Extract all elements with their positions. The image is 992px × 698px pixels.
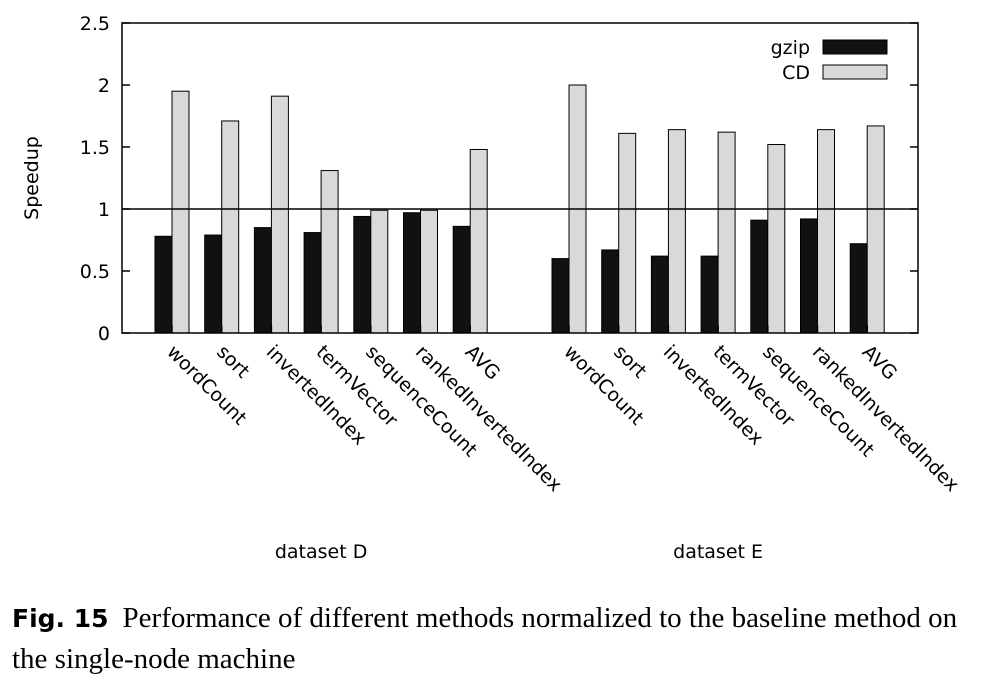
bar-cd-termVector bbox=[320, 170, 339, 334]
x-tick-label: AVG bbox=[858, 341, 901, 384]
y-tick-label: 0.5 bbox=[80, 261, 110, 283]
bar-gzip-sort bbox=[204, 234, 223, 334]
y-tick-label: 1.5 bbox=[80, 137, 110, 159]
bar-cd-sort bbox=[221, 120, 240, 334]
bar-cd-invertedIndex bbox=[667, 129, 686, 334]
figure-label: Fig. 15 bbox=[12, 604, 109, 633]
bar-gzip-rankedInvertedIndex bbox=[800, 218, 818, 334]
plot-frame bbox=[121, 22, 919, 334]
group-label: dataset D bbox=[275, 541, 368, 563]
bar-cd-invertedIndex bbox=[270, 95, 289, 334]
y-axis: 0 0.5 1 1.5 2 2.5 bbox=[80, 13, 918, 345]
y-tick-label: 0 bbox=[98, 323, 110, 345]
bar-cd-AVG bbox=[866, 125, 885, 334]
y-axis-title: Speedup bbox=[21, 136, 43, 220]
bar-gzip-invertedIndex bbox=[253, 227, 272, 334]
legend-label: CD bbox=[782, 62, 810, 84]
x-tick-label: sort bbox=[212, 341, 254, 383]
bar-gzip-sequenceCount bbox=[750, 219, 769, 334]
legend-swatch bbox=[822, 39, 888, 55]
bar-cd-sort bbox=[618, 132, 637, 334]
bar-cd-AVG bbox=[469, 148, 488, 334]
bar-cd-rankedInvertedIndex bbox=[817, 129, 835, 334]
bar-gzip-invertedIndex bbox=[650, 255, 669, 334]
y-tick-label: 1 bbox=[98, 199, 110, 221]
bar-gzip-termVector bbox=[303, 232, 322, 334]
bar-gzip-sequenceCount bbox=[353, 215, 372, 334]
bar-cd-wordCount bbox=[171, 90, 190, 334]
legend-label: gzip bbox=[771, 37, 810, 59]
bar-cd-termVector bbox=[717, 131, 736, 334]
bar-gzip-termVector bbox=[700, 255, 719, 334]
bars bbox=[154, 84, 885, 334]
figure-caption: Fig. 15 Performance of different methods … bbox=[12, 598, 982, 679]
bar-gzip-wordCount bbox=[154, 235, 173, 334]
group-label: dataset E bbox=[673, 541, 763, 563]
caption-text: Performance of different methods normali… bbox=[12, 602, 958, 675]
x-tick-label: sort bbox=[609, 341, 651, 383]
bar-gzip-AVG bbox=[452, 225, 471, 334]
legend-swatch bbox=[822, 64, 888, 80]
x-tick-label: AVG bbox=[461, 341, 504, 384]
bar-cd-sequenceCount bbox=[370, 209, 389, 334]
legend: gzip CD bbox=[771, 37, 888, 84]
bar-gzip-AVG bbox=[849, 243, 868, 334]
group-labels: dataset D dataset E bbox=[275, 541, 763, 563]
bar-cd-rankedInvertedIndex bbox=[420, 209, 438, 334]
bar-gzip-sort bbox=[601, 249, 620, 334]
bar-gzip-rankedInvertedIndex bbox=[403, 212, 421, 334]
bar-gzip-wordCount bbox=[551, 258, 570, 334]
y-tick-label: 2 bbox=[98, 75, 110, 97]
bar-cd-sequenceCount bbox=[767, 144, 786, 334]
y-tick-label: 2.5 bbox=[80, 13, 110, 35]
